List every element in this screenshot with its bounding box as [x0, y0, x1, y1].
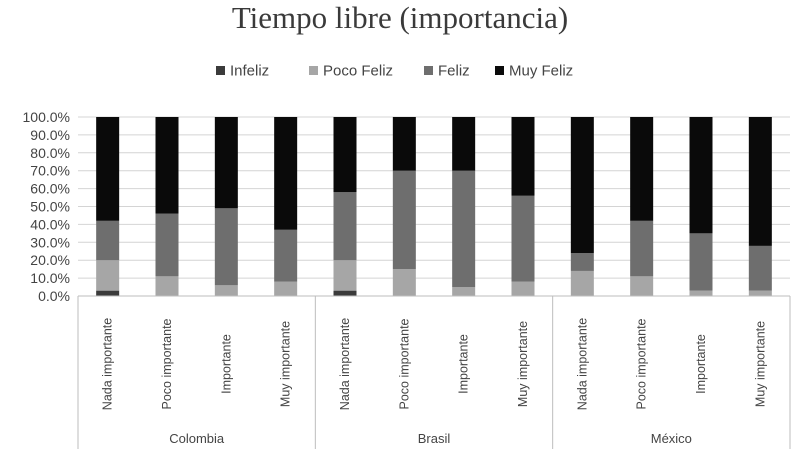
bar-segment — [452, 287, 476, 296]
y-tick-label: 90.0% — [30, 127, 70, 143]
x-tick-label: Muy importante — [279, 321, 293, 407]
bar-segment — [689, 233, 713, 291]
bar-segment — [214, 208, 238, 286]
bar-segment — [511, 281, 535, 296]
y-tick-label: 30.0% — [30, 234, 70, 250]
bar-segment — [96, 220, 120, 261]
bars — [96, 117, 772, 296]
bar-segment — [452, 117, 476, 171]
bar-segment — [214, 117, 238, 209]
y-tick-label: 50.0% — [30, 199, 70, 215]
bar-segment — [689, 290, 713, 296]
bar-segment — [748, 245, 772, 291]
x-tick-label: Nada importante — [338, 318, 352, 410]
chart-legend: Infeliz Poco Feliz Feliz Muy Feliz — [216, 63, 573, 80]
y-tick-label: 100.0% — [23, 109, 70, 125]
bar-segment — [689, 117, 713, 234]
bar-segment — [274, 229, 298, 282]
bar-segment — [392, 170, 416, 270]
legend-item: Poco Feliz — [309, 63, 393, 80]
bar-segment — [155, 213, 179, 277]
bar-segment — [333, 192, 357, 261]
bar-segment — [333, 290, 357, 296]
legend-swatch — [495, 66, 504, 75]
bar-segment — [274, 281, 298, 296]
bar-segment — [630, 276, 654, 296]
y-tick-label: 0.0% — [38, 288, 70, 304]
legend-swatch — [424, 66, 433, 75]
x-tick-label: Importante — [219, 334, 233, 394]
group-label: Colombia — [169, 431, 225, 446]
y-tick-label: 60.0% — [30, 181, 70, 197]
legend-swatch — [309, 66, 318, 75]
bar-segment — [333, 260, 357, 291]
bar-segment — [570, 270, 594, 296]
group-label: México — [651, 431, 692, 446]
legend-label: Poco Feliz — [323, 63, 393, 80]
legend-item: Muy Feliz — [495, 63, 573, 80]
y-axis-ticks: 0.0% 10.0% 20.0% 30.0% 40.0%50.0% 60.0% 70.0% 8… — [23, 109, 70, 304]
x-tick-label: Poco importante — [397, 318, 411, 409]
y-tick-label: 70.0% — [30, 163, 70, 179]
x-tick-label: Poco importante — [160, 318, 174, 409]
legend-label: Infeliz — [230, 63, 269, 80]
x-tick-label: Importante — [694, 334, 708, 394]
group-label: Brasil — [418, 431, 451, 446]
bar-segment — [630, 220, 654, 277]
x-tick-label: Muy importante — [516, 321, 530, 407]
bar-segment — [155, 117, 179, 214]
bar-segment — [274, 117, 298, 230]
y-tick-label: 40.0% — [30, 216, 70, 232]
bar-segment — [452, 170, 476, 288]
bar-segment — [96, 260, 120, 291]
y-tick-label: 80.0% — [30, 145, 70, 161]
bar-segment — [96, 117, 120, 221]
bar-segment — [570, 253, 594, 271]
legend-swatch — [216, 66, 225, 75]
bar-segment — [214, 285, 238, 296]
bar-segment — [392, 117, 416, 171]
bar-segment — [155, 276, 179, 296]
bar-segment — [748, 117, 772, 246]
bar-segment — [570, 117, 594, 254]
x-tick-label: Importante — [457, 334, 471, 394]
bar-segment — [630, 117, 654, 221]
legend-label: Muy Feliz — [509, 63, 573, 80]
legend-item: Infeliz — [216, 63, 269, 80]
gridlines — [78, 116, 790, 297]
x-tick-label: Nada importante — [575, 318, 589, 410]
bar-segment — [96, 290, 120, 296]
x-tick-label: Nada importante — [101, 318, 115, 410]
chart-title: Tiempo libre (importancia) — [232, 0, 568, 35]
legend-label: Feliz — [438, 63, 470, 80]
y-tick-label: 20.0% — [30, 252, 70, 268]
legend-item: Feliz — [424, 63, 470, 80]
x-tick-label: Muy importante — [753, 321, 767, 407]
bar-segment — [511, 195, 535, 282]
x-tick-label: Poco importante — [635, 318, 649, 409]
bar-segment — [511, 117, 535, 196]
x-axis: Nada importante Poco importante Importante… — [77, 295, 791, 449]
bar-segment — [392, 269, 416, 296]
bar-segment — [748, 290, 772, 296]
bar-segment — [333, 117, 357, 193]
y-tick-label: 10.0% — [30, 270, 70, 286]
